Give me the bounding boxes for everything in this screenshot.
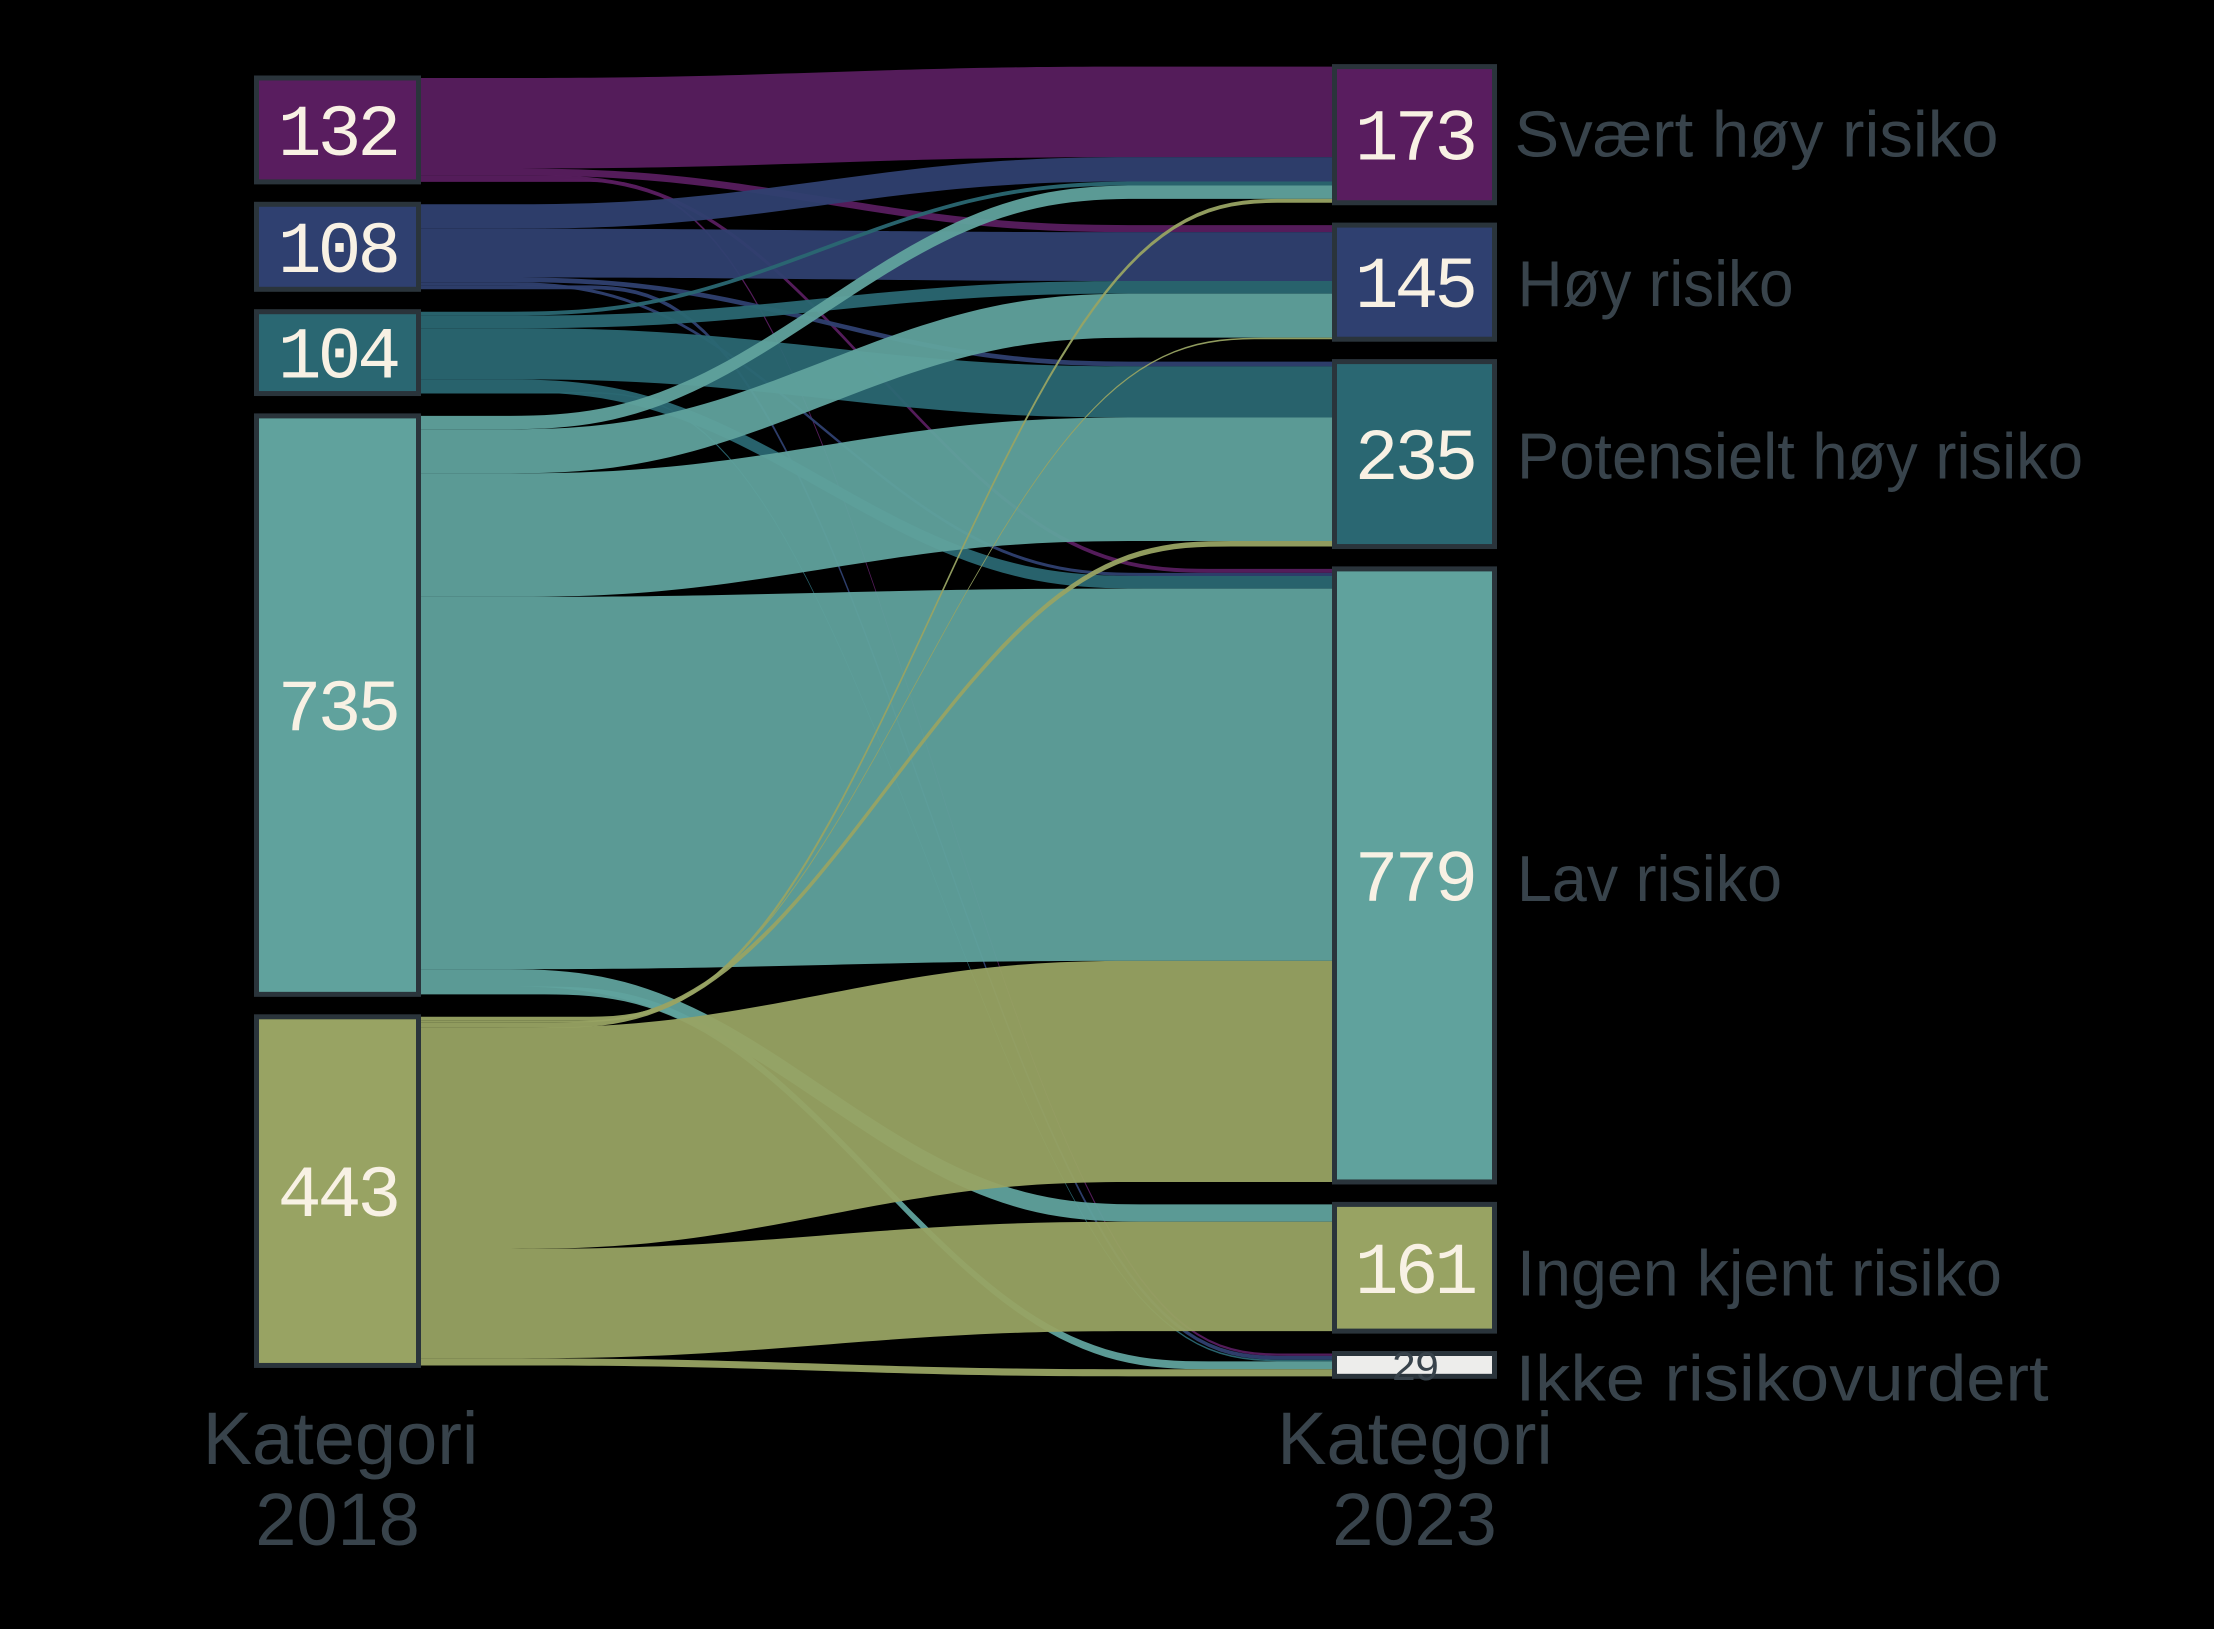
svg-text:161: 161 — [1355, 1232, 1476, 1315]
svg-text:Ingen kjent risiko: Ingen kjent risiko — [1517, 1236, 2002, 1309]
svg-text:Kategori: Kategori — [203, 1397, 479, 1480]
svg-text:Potensielt høy risiko: Potensielt høy risiko — [1517, 419, 2083, 492]
svg-text:Kategori: Kategori — [1277, 1397, 1553, 1480]
svg-text:145: 145 — [1355, 246, 1475, 329]
svg-text:104: 104 — [278, 317, 399, 400]
svg-text:Lav risiko: Lav risiko — [1517, 842, 1782, 915]
svg-text:29: 29 — [1391, 1345, 1437, 1393]
svg-text:735: 735 — [278, 669, 398, 752]
svg-text:235: 235 — [1355, 418, 1475, 501]
svg-text:443: 443 — [278, 1155, 398, 1238]
svg-text:173: 173 — [1355, 99, 1475, 182]
svg-text:2023: 2023 — [1332, 1478, 1497, 1561]
svg-text:2018: 2018 — [255, 1478, 420, 1561]
svg-text:Svært høy risiko: Svært høy risiko — [1515, 97, 1999, 170]
svg-text:Høy risiko: Høy risiko — [1518, 247, 1794, 320]
svg-text:132: 132 — [278, 94, 397, 177]
svg-text:Ikke risikovurdert: Ikke risikovurdert — [1516, 1342, 2049, 1415]
svg-text:779: 779 — [1355, 839, 1474, 922]
svg-text:108: 108 — [278, 211, 397, 294]
